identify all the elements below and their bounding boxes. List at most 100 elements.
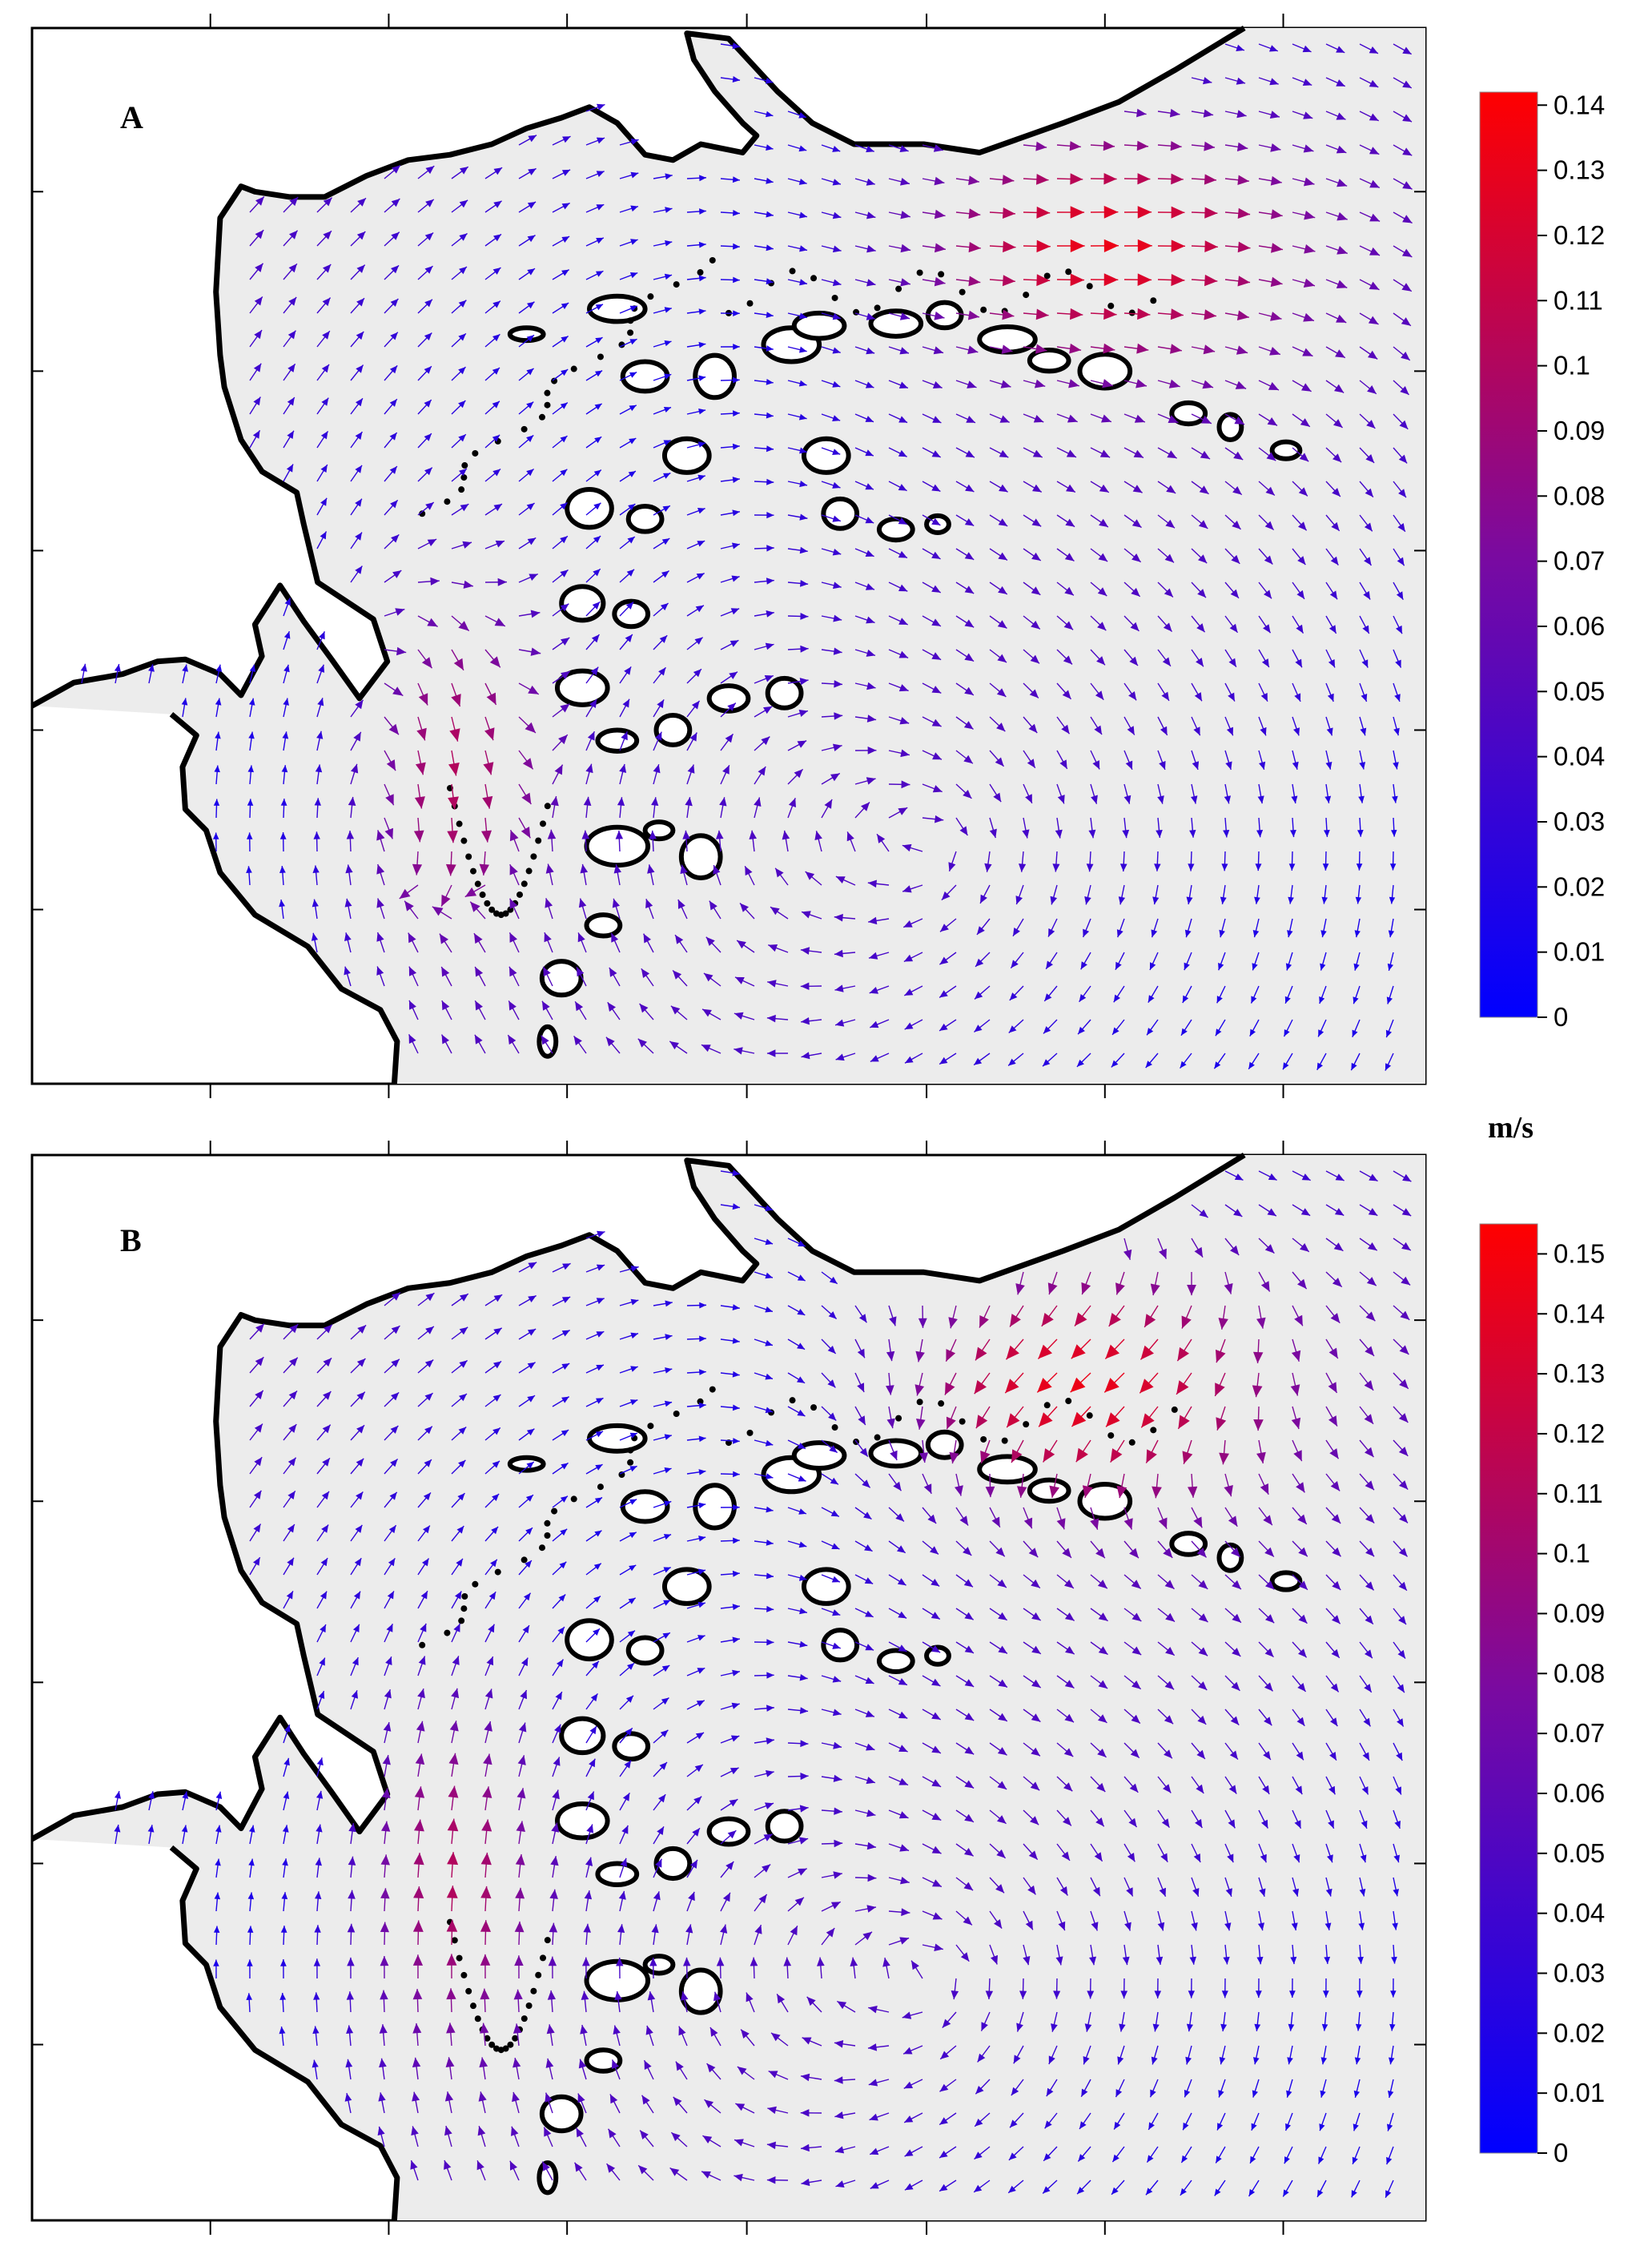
vector-arrow-head (1161, 1818, 1170, 1828)
vector-arrow-head (1127, 726, 1135, 735)
vector-arrow-head (515, 1854, 525, 1866)
vector-arrow-head (521, 1657, 529, 1667)
vector-arrow-head (1329, 1448, 1339, 1459)
colorbar-tick-label: 0.07 (1554, 1718, 1605, 1748)
vector-arrow-head (1232, 1580, 1241, 1590)
vector-arrow-head (526, 368, 534, 376)
vector-arrow-head (289, 1357, 298, 1366)
vector-arrow-head (1031, 552, 1041, 561)
vector-arrow-head (899, 312, 910, 320)
vector-arrow-head (898, 1745, 908, 1752)
colorbar-tick-label: 0 (1554, 1002, 1568, 1032)
colorbar-tick-label: 0.06 (1554, 1778, 1605, 1808)
vector-arrow-head (886, 1385, 894, 1395)
vector-arrow-head (380, 1956, 389, 1966)
islet-dot (544, 1532, 551, 1539)
islet-dot (521, 1556, 528, 1564)
vector-arrow-head (289, 230, 298, 239)
vector-arrow-head (732, 1203, 740, 1210)
vector-arrow-head (732, 1304, 740, 1310)
vector-arrow-head (964, 586, 975, 594)
vector-arrow-head (1185, 2056, 1192, 2065)
vector-arrow-head (900, 211, 910, 219)
islet-dot (456, 1954, 463, 1962)
vector-arrow-head (213, 799, 220, 806)
vector-arrow-head (997, 620, 1007, 629)
vector-arrow-head (1182, 1451, 1193, 1464)
vector-arrow-head (214, 1892, 221, 1900)
vector-arrow-head (554, 1724, 561, 1733)
vector-arrow-head (964, 653, 975, 662)
vector-arrow-head (1016, 2023, 1023, 2032)
vector-arrow-head (1389, 863, 1397, 871)
vector-arrow-head (1224, 1283, 1233, 1294)
vector-arrow-head (288, 264, 297, 273)
vector-arrow-head (1283, 2189, 1289, 2197)
vector-arrow-head (981, 2022, 988, 2031)
vector-arrow-head (797, 1342, 806, 1350)
vector-arrow-head (412, 2091, 420, 2102)
vector-arrow-head (412, 2023, 422, 2034)
vector-arrow-head (1036, 174, 1049, 185)
islet-dot (474, 880, 481, 888)
islet-dot (789, 268, 796, 275)
vector-arrow-head (1218, 2090, 1224, 2098)
vector-arrow-head (415, 1753, 425, 1765)
vector-arrow-head (524, 1592, 531, 1601)
vector-arrow-head (1191, 795, 1198, 804)
vector-arrow-head (661, 570, 669, 578)
colorbar-tick-label: 0.04 (1554, 1898, 1605, 1928)
vector-arrow-head (1353, 963, 1360, 971)
vector-arrow-head (1170, 308, 1184, 320)
vector-arrow-head (1328, 1382, 1337, 1393)
vector-arrow-head (931, 1612, 940, 1620)
vector-arrow-head (423, 1492, 431, 1500)
vector-arrow-head (580, 2025, 588, 2035)
vector-arrow-head (1269, 78, 1279, 86)
vector-arrow-head (1295, 658, 1302, 668)
vector-arrow-head (694, 1764, 703, 1773)
vector-arrow-head (1303, 144, 1314, 153)
vector-arrow-head (1214, 2188, 1221, 2196)
vector-arrow-head (595, 337, 603, 344)
vector-arrow-head (657, 699, 665, 709)
vector-arrow-head (1136, 108, 1147, 118)
vector-arrow-head (1171, 206, 1185, 219)
island-24 (765, 1809, 804, 1844)
vector-arrow-head (1400, 1310, 1410, 1320)
vector-arrow-head (1092, 760, 1100, 770)
vector-arrow-head (697, 508, 705, 514)
vector-arrow-head (857, 1348, 865, 1358)
vector-arrow-head (1296, 1751, 1304, 1761)
vector-arrow-head (617, 797, 625, 806)
vector-arrow-head (1181, 2155, 1188, 2163)
vector-arrow-head (975, 1346, 987, 1361)
vector-arrow-head (1332, 1580, 1341, 1590)
vector-arrow-head (596, 1264, 605, 1271)
vector-arrow-head (801, 1017, 810, 1025)
vector-arrow-head (1301, 1173, 1311, 1181)
vector-arrow-head (1236, 77, 1246, 85)
vector-arrow-head (281, 1892, 288, 1900)
vector-arrow-head (1264, 1682, 1273, 1692)
vector-arrow-head (1192, 761, 1200, 770)
island-33 (876, 1648, 915, 1675)
vector-arrow-head (641, 968, 650, 978)
vector-arrow-head (946, 1349, 956, 1362)
vector-arrow-head (509, 966, 517, 977)
vector-arrow-head (1159, 761, 1166, 770)
islet-dot (551, 1507, 558, 1515)
vector-arrow-head (595, 304, 603, 311)
vector-arrow-head (1263, 624, 1271, 634)
vector-arrow-head (1084, 2023, 1092, 2032)
vector-arrow-head (378, 2092, 386, 2102)
vector-arrow-head (1263, 1751, 1271, 1760)
vector-arrow-head (287, 1557, 294, 1566)
vector-arrow-head (494, 618, 505, 626)
vector-arrow-head (560, 502, 568, 510)
vector-arrow-head (637, 1038, 647, 1048)
vector-arrow-head (587, 1791, 594, 1801)
vector-arrow-head (1355, 896, 1362, 904)
vector-arrow-head (1290, 1384, 1300, 1396)
vector-arrow-head (767, 2106, 777, 2115)
